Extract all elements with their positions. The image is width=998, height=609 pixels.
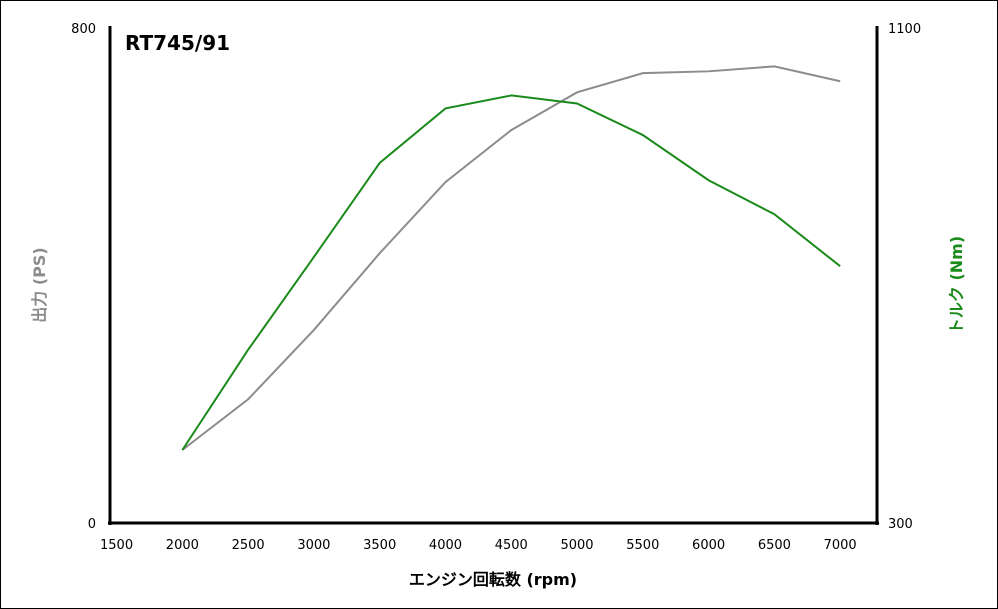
x-tick-label: 3000: [297, 538, 330, 553]
y2-axis-label: トルク (Nm): [947, 236, 966, 334]
y2-tick-label: 1100: [888, 22, 921, 37]
x-tick-label: 6000: [692, 538, 725, 553]
chart-title: RT745/91: [125, 31, 230, 55]
x-tick-label: 1500: [100, 538, 133, 553]
y-tick-label: 800: [71, 22, 96, 37]
x-tick-label: 6500: [758, 538, 791, 553]
x-tick-label: 5000: [560, 538, 593, 553]
x-tick-label: 2500: [232, 538, 265, 553]
x-tick-label: 4500: [495, 538, 528, 553]
y-tick-label: 0: [88, 517, 96, 532]
x-tick-label: 5500: [626, 538, 659, 553]
x-tick-label: 3500: [363, 538, 396, 553]
power-series-line: [181, 65, 841, 451]
x-axis-label: エンジン回転数 (rpm): [409, 570, 577, 589]
x-tick-label: 7000: [824, 538, 857, 553]
torque-series-line: [181, 94, 841, 451]
y-axis-label: 出力 (PS): [30, 247, 49, 322]
x-tick-label: 2000: [166, 538, 199, 553]
y2-tick-label: 300: [888, 517, 913, 532]
x-tick-label: 4000: [429, 538, 462, 553]
